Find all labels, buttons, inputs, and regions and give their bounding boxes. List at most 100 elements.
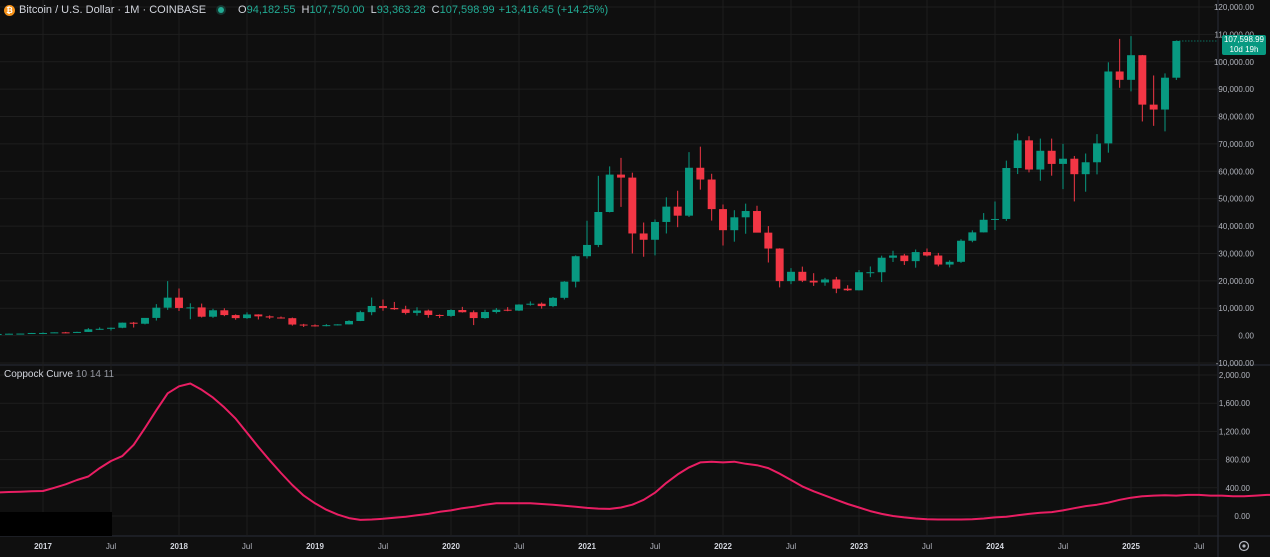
time-tick-label: 2021 <box>578 542 596 551</box>
candle-body <box>84 329 93 332</box>
indicator-tick-label: 2,000.00 <box>1219 371 1251 380</box>
low-value: 93,363.28 <box>376 4 426 16</box>
candle-body <box>843 288 852 291</box>
price-tick-label: 60,000.00 <box>1218 167 1254 176</box>
indicator-tick-label: 400.00 <box>1226 484 1251 493</box>
candle-body <box>1002 168 1011 219</box>
indicator-legend[interactable]: Coppock Curve 10 14 11 <box>4 369 114 380</box>
candle-body <box>141 317 149 324</box>
candle-body <box>753 211 761 233</box>
candle-body <box>617 174 625 178</box>
candle-body <box>1172 40 1181 78</box>
candle-body <box>787 271 795 282</box>
candle-body <box>673 206 682 216</box>
candle-body <box>447 310 455 316</box>
candle-body <box>390 307 399 310</box>
candle-body <box>889 255 897 258</box>
time-tick-label: Jul <box>514 542 524 551</box>
candle-body <box>696 167 705 180</box>
price-tick-label: 120,000.00 <box>1214 3 1255 12</box>
time-tick-label: Jul <box>1194 542 1204 551</box>
candle-body <box>424 310 433 315</box>
settings-icon[interactable] <box>1237 539 1251 553</box>
candle-body <box>651 221 659 240</box>
symbol-legend: ₿ Bitcoin / U.S. Dollar · 1M · COINBASE … <box>4 3 608 17</box>
candle-body <box>1047 150 1056 164</box>
candle-body <box>175 297 183 308</box>
coppock-line <box>0 382 1270 521</box>
close-label: C <box>431 4 440 16</box>
candle-body <box>685 167 693 216</box>
last-price-tag: 107,598.99 10d 19h <box>1222 35 1266 55</box>
time-tick-label: Jul <box>242 542 252 551</box>
candle-body <box>1093 143 1101 163</box>
candle-body <box>537 303 546 307</box>
candle-body <box>639 233 648 240</box>
candle-body <box>5 333 13 335</box>
last-price-value: 107,598.99 <box>1223 35 1265 44</box>
candle-body <box>730 217 739 231</box>
candle-body <box>16 333 25 335</box>
candle-body <box>379 305 387 308</box>
candle-body <box>1070 158 1079 175</box>
candle-body <box>197 307 206 317</box>
candle-body <box>492 309 501 313</box>
price-tick-label: 10,000.00 <box>1218 304 1254 313</box>
candle-body <box>775 248 784 282</box>
candle-body <box>458 310 467 313</box>
candle-body <box>345 320 353 325</box>
candle-body <box>526 303 535 305</box>
time-tick-label: 2020 <box>442 542 460 551</box>
low-label: L <box>370 4 377 16</box>
candle-body <box>209 310 217 317</box>
indicator-tick-label: 1,200.00 <box>1219 427 1251 436</box>
candle-body <box>367 305 376 313</box>
candle-body <box>855 272 863 291</box>
candle-body <box>163 297 172 308</box>
candle-body <box>95 328 104 330</box>
price-tick-label: 90,000.00 <box>1218 85 1254 94</box>
open-value: 94,182.55 <box>246 4 296 16</box>
candle-body <box>356 312 365 321</box>
bitcoin-icon: ₿ <box>4 4 15 16</box>
redaction-box <box>0 512 112 536</box>
candle-body <box>628 177 637 234</box>
candle-body <box>923 252 931 256</box>
candle-body <box>866 272 875 274</box>
change-value: +13,416.45 (+14.25%) <box>498 4 609 16</box>
candle-body <box>979 219 988 233</box>
time-tick-label: Jul <box>786 542 796 551</box>
candle-body <box>877 257 886 273</box>
candle-body <box>605 174 614 213</box>
candle-body <box>50 332 59 334</box>
candle-body <box>299 324 308 326</box>
price-tick-label: 110,000.00 <box>1215 30 1255 39</box>
time-tick-label: 2022 <box>714 542 732 551</box>
candle-body <box>254 314 263 317</box>
time-tick-label: 2025 <box>1122 542 1140 551</box>
candle-body <box>107 327 115 329</box>
candle-body <box>900 255 909 262</box>
candle-body <box>1161 77 1169 110</box>
indicator-params: 10 14 11 <box>75 369 115 380</box>
time-tick-label: Jul <box>378 542 388 551</box>
candle-body <box>560 281 569 298</box>
time-tick-label: Jul <box>1058 542 1068 551</box>
price-tick-label: 100,000.00 <box>1214 58 1255 67</box>
candle-body <box>662 206 671 222</box>
candle-body <box>1149 104 1158 110</box>
price-tick-label: 30,000.00 <box>1218 249 1254 258</box>
candle-body <box>1013 140 1022 169</box>
time-tick-label: 2024 <box>986 542 1004 551</box>
candle-body <box>186 307 195 309</box>
candle-body <box>515 304 523 311</box>
candle-body <box>73 331 81 333</box>
candle-body <box>798 271 807 281</box>
time-tick-label: Jul <box>650 542 660 551</box>
candle-body <box>129 322 138 324</box>
symbol-title[interactable]: Bitcoin / U.S. Dollar · 1M · COINBASE <box>19 4 207 16</box>
candle-body <box>821 279 829 283</box>
high-label: H <box>301 4 310 16</box>
price-tick-label: 0.00 <box>1238 332 1254 341</box>
